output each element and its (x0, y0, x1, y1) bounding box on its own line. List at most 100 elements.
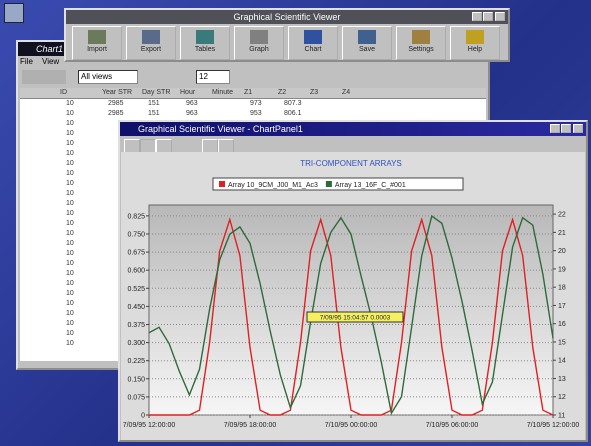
table-header: ID Year STR Day STR Hour Minute Z1 Z2 Z3 Z4 (20, 88, 486, 99)
x-tick-label: 7/10/95 00:00:00 (325, 422, 378, 429)
table-cell: 10 (66, 310, 74, 317)
table-cell: 10 (66, 190, 74, 197)
y2-tick-label: 21 (558, 230, 566, 237)
y-tick-label: 0.675 (127, 250, 145, 257)
button-label: Tables (194, 46, 216, 53)
table-cell: 10 (66, 200, 74, 207)
maximize-button[interactable] (561, 124, 571, 133)
window-title: Chart1 (36, 44, 64, 54)
table-cell: 10 (66, 300, 74, 307)
minimize-button[interactable] (472, 12, 482, 21)
column-header: Z4 (342, 89, 351, 96)
toolbar-button[interactable]: Graph (234, 26, 284, 60)
table-cell: 10 (66, 230, 74, 237)
tool-button[interactable] (156, 139, 172, 153)
y-tick-label: 0.150 (127, 376, 145, 383)
table-cell: 10 (66, 280, 74, 287)
y-tick-label: 0.300 (127, 340, 145, 347)
table-cell: 10 (66, 160, 74, 167)
menu-item: View (42, 57, 60, 66)
table-cell: 10 (66, 140, 74, 147)
column-header: Minute (212, 89, 234, 96)
tool-button[interactable] (140, 139, 156, 153)
button-label: Export (140, 46, 162, 53)
series-line (149, 217, 554, 416)
tool-button[interactable] (202, 139, 218, 153)
table-cell: 10 (66, 220, 74, 227)
y2-tick-label: 22 (558, 212, 566, 219)
toolbar-button[interactable]: Save (342, 26, 392, 60)
x-tick-label: 7/10/95 12:00:00 (527, 422, 580, 429)
toolbar-button[interactable]: Tables (180, 26, 230, 60)
y2-tick-label: 20 (558, 248, 566, 255)
legend-label: Array 13_16F_C_#001 (335, 182, 406, 189)
toolbar-icons[interactable] (22, 70, 66, 84)
x-tick-label: 7/09/95 18:00:00 (224, 422, 277, 429)
toolbar-button[interactable]: Settings (396, 26, 446, 60)
table-cell: 10 (66, 180, 74, 187)
y2-tick-label: 18 (558, 285, 566, 292)
legend-label: Array 10_9CM_J00_M1_Ac3 (228, 182, 318, 189)
toolbar-button[interactable]: Help (450, 26, 500, 60)
column-header: Day STR (142, 89, 171, 96)
button-icon (142, 30, 160, 44)
tool-button[interactable] (218, 139, 234, 153)
button-label: Chart (304, 46, 322, 53)
table-cell: 806.1 (284, 110, 302, 117)
table-cell: 151 (148, 100, 160, 107)
y2-tick-label: 17 (558, 303, 566, 310)
y-tick-label: 0.525 (127, 286, 145, 293)
y2-tick-label: 13 (558, 376, 566, 383)
y2-tick-label: 16 (558, 321, 566, 328)
y-tick-label: 0 (141, 413, 145, 420)
table-cell: 973 (250, 100, 262, 107)
toolbar-button[interactable]: Chart (288, 26, 338, 60)
button-icon (412, 30, 430, 44)
font-size-input[interactable]: 12 (196, 70, 230, 84)
column-header: ID (60, 89, 67, 96)
table-cell: 10 (66, 210, 74, 217)
chart-title: TRI-COMPONENT ARRAYS (300, 159, 402, 168)
annotation: 7/09/95 15:04:57 0.0003 (320, 315, 391, 322)
legend-swatch (325, 181, 332, 187)
close-button[interactable] (573, 124, 583, 133)
table-cell: 953 (250, 110, 262, 117)
button-label: Settings (408, 46, 434, 53)
column-header: Z1 (244, 89, 253, 96)
toolbar-button[interactable]: Import (72, 26, 122, 60)
title-bar: Graphical Scientific Viewer (66, 10, 508, 24)
y-tick-label: 0.375 (127, 322, 145, 329)
table-cell: 10 (66, 170, 74, 177)
y2-tick-label: 12 (558, 394, 566, 401)
toolbar-button[interactable]: Export (126, 26, 176, 60)
maximize-button[interactable] (483, 12, 493, 21)
table-cell: 10 (66, 340, 74, 347)
menu-item: File (20, 57, 33, 66)
x-tick-label: 7/10/95 06:00:00 (426, 422, 479, 429)
table-cell: 10 (66, 320, 74, 327)
table-cell: 2985 (108, 110, 124, 117)
button-icon (466, 30, 484, 44)
tool-button[interactable] (124, 139, 140, 153)
series-line (148, 214, 554, 416)
view-select[interactable]: All views (78, 70, 138, 84)
column-header: Year STR (102, 89, 133, 96)
button-icon (250, 30, 268, 44)
column-header: Z3 (310, 89, 319, 96)
legend (212, 177, 464, 191)
desktop-icon[interactable] (4, 3, 24, 23)
button-label: Help (467, 46, 483, 53)
table-cell: 10 (66, 290, 74, 297)
window-title: Graphical Scientific Viewer (233, 12, 341, 22)
y2-tick-label: 15 (558, 339, 566, 346)
window-title: Graphical Scientific Viewer - ChartPanel… (138, 124, 303, 134)
table-cell: 2985 (108, 100, 124, 107)
minimize-button[interactable] (550, 124, 560, 133)
legend-swatch (219, 181, 225, 187)
close-button[interactable] (495, 12, 505, 21)
button-icon (196, 30, 214, 44)
table-cell: 807.3 (284, 100, 302, 107)
chart-window: Graphical Scientific Viewer - ChartPanel… (118, 120, 588, 442)
x-tick-label: 7/09/95 12:00:00 (123, 422, 176, 429)
button-icon (358, 30, 376, 44)
